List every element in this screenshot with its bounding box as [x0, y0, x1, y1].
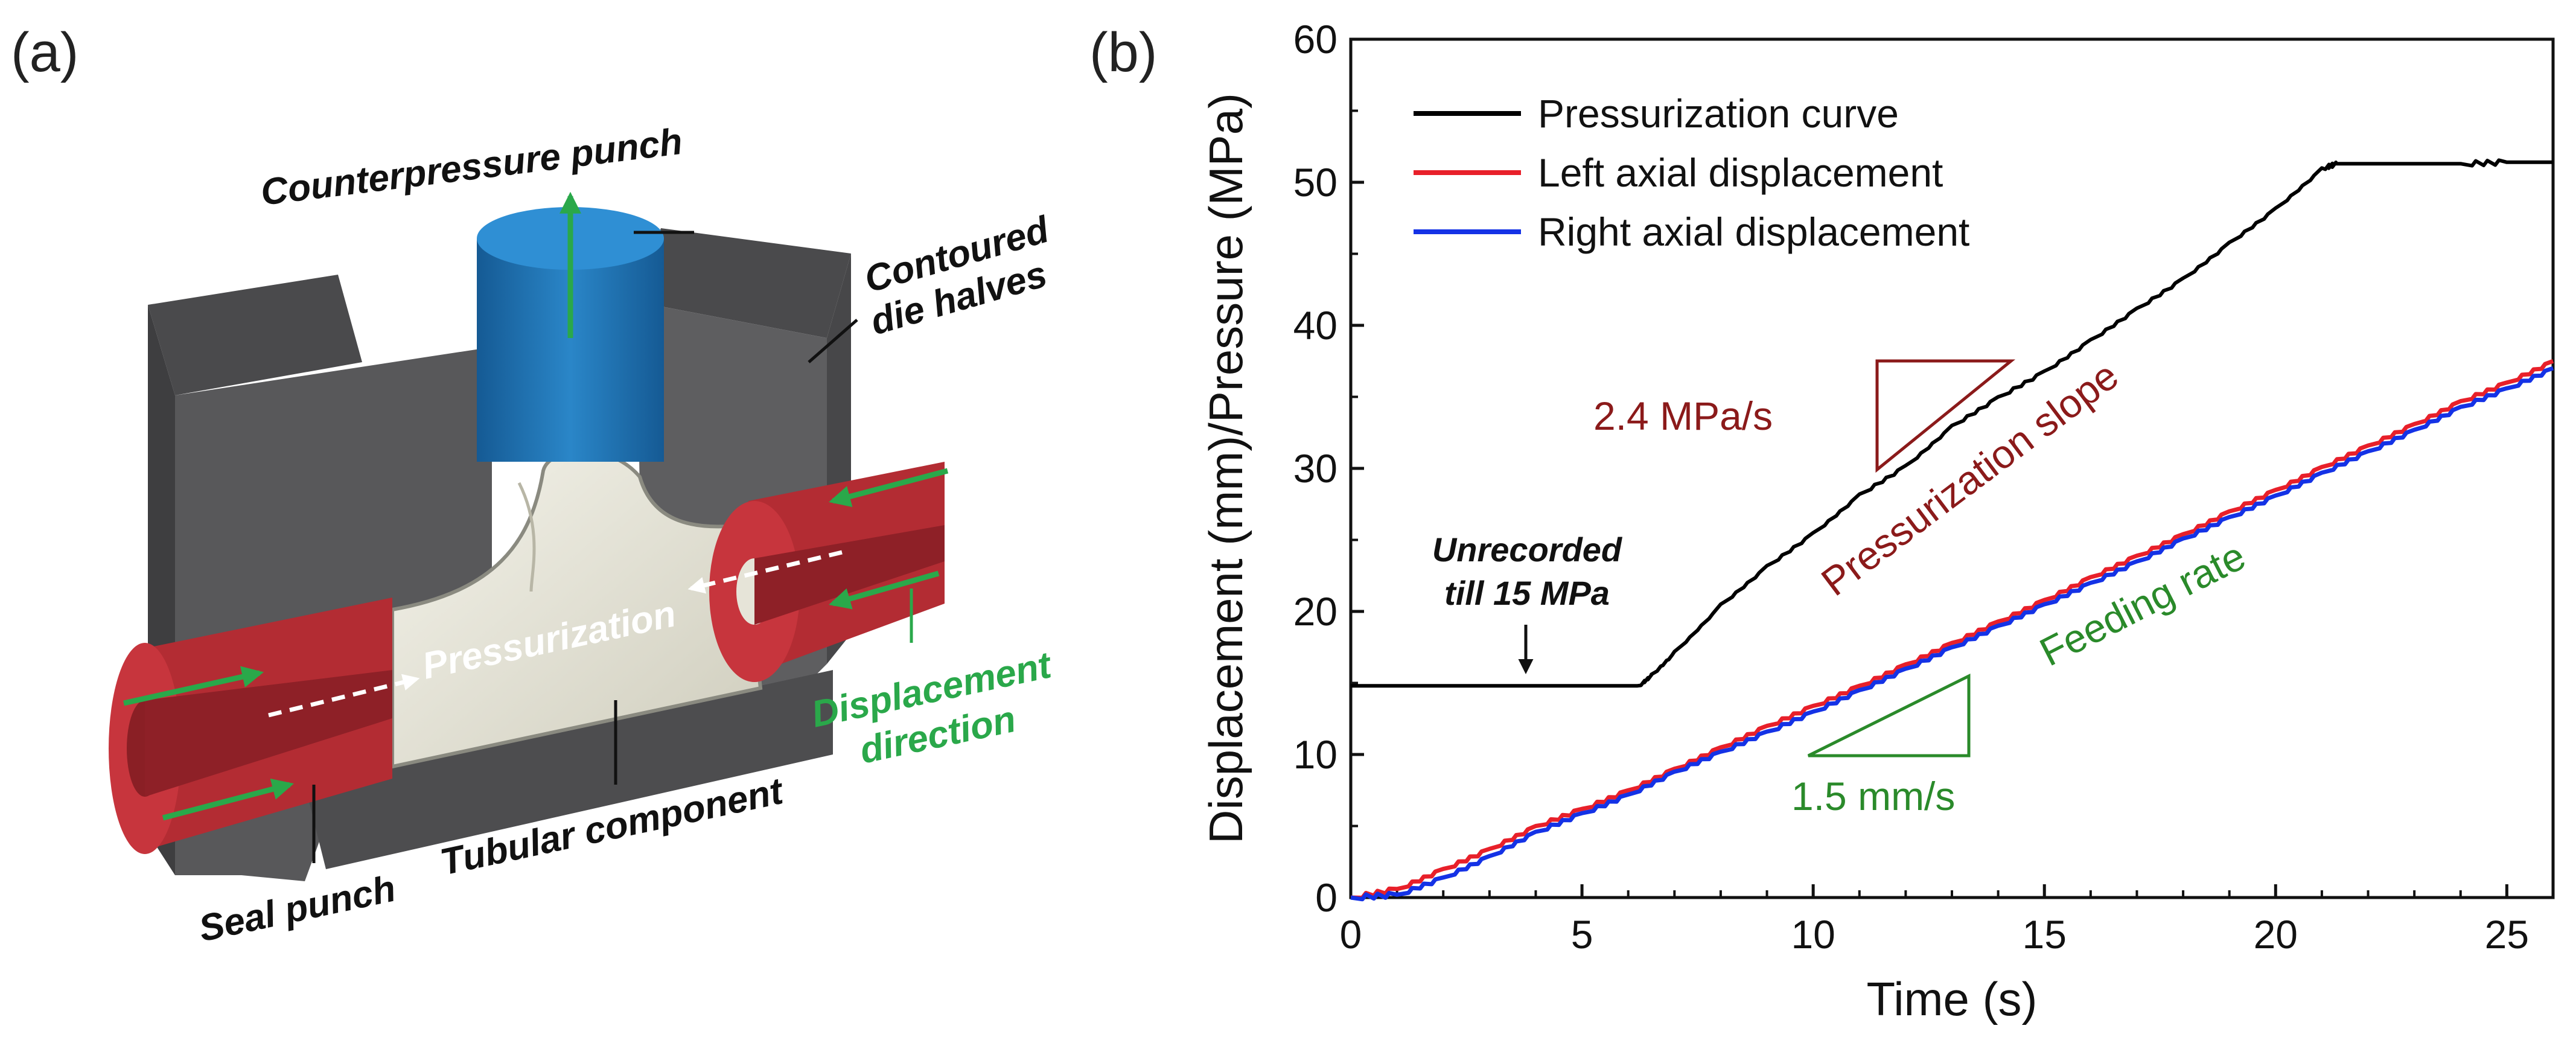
- displacement-arrow-left-bottom: [162, 778, 294, 821]
- plot-area: 0 5 10 15 20 25 0 10 20 30 40 50 60: [1293, 17, 2555, 957]
- panel-b-label: (b): [1089, 22, 1157, 83]
- annotations: 2.4 MPa/s Pressurization slope 1.5 mm/s …: [1432, 352, 2252, 818]
- pressurization-slope-label: Pressurization slope: [1813, 352, 2126, 604]
- pressurization-curve-line: [1351, 158, 2553, 688]
- y-tick-label: 0: [1315, 875, 1337, 920]
- x-axis-ticks: 0 5 10 15 20 25: [1340, 884, 2554, 957]
- feed-slope-triangle: [1807, 673, 1971, 758]
- right-axial-displacement-line: [1350, 366, 2554, 902]
- legend-label-left-displacement: Left axial displacement: [1538, 150, 1943, 195]
- legend: Pressurization curve Left axial displace…: [1414, 91, 1969, 254]
- die-assembly-illustration: [109, 191, 949, 881]
- feed-rate-label: 1.5 mm/s: [1791, 774, 1955, 818]
- pressure-slope-triangle: [1875, 359, 2016, 473]
- x-axis-title: Time (s): [1866, 972, 2037, 1025]
- left-axial-displacement-line: [1350, 359, 2554, 900]
- y-tick-label: 50: [1293, 160, 1337, 205]
- unrecorded-label-line1: Unrecorded: [1432, 531, 1623, 569]
- legend-label-right-displacement: Right axial displacement: [1538, 209, 1969, 254]
- leader-die: [808, 319, 858, 363]
- panel-a-label: (a): [11, 22, 78, 83]
- displacement-arrow-right-bottom: [829, 570, 940, 610]
- die-right-top-face: [637, 228, 851, 338]
- y-tick-label: 20: [1293, 589, 1337, 634]
- panel-a-schematic: (a): [11, 22, 1056, 950]
- pressure-rate-label: 2.4 MPa/s: [1593, 394, 1773, 438]
- y-tick-label: 40: [1293, 303, 1337, 348]
- x-tick-label: 5: [1571, 912, 1593, 957]
- x-tick-label: 25: [2485, 912, 2529, 957]
- unrecorded-label-line2: till 15 MPa: [1444, 574, 1610, 612]
- pressurization-arrow-left: [268, 674, 420, 718]
- y-tick-label: 60: [1293, 17, 1337, 62]
- x-tick-label: 0: [1340, 912, 1362, 957]
- x-tick-label: 20: [2254, 912, 2298, 957]
- die-left-top-face: [148, 275, 362, 395]
- y-axis-ticks: 0 10 20 30 40 50 60: [1293, 17, 1364, 920]
- die-lower-body: [305, 670, 833, 869]
- y-tick-label: 30: [1293, 446, 1337, 491]
- pressurization-arrow-right: [687, 550, 843, 594]
- series-layer: [1350, 158, 2554, 902]
- panel-b-chart: (b) 0 5 10 15 20 25 0 10 20 30 40 50 60 Time (s) Di…: [1089, 17, 2555, 1025]
- y-tick-label: 10: [1293, 732, 1337, 777]
- displacement-arrow-right-top: [829, 468, 949, 508]
- legend-label-pressurization: Pressurization curve: [1538, 91, 1899, 136]
- x-tick-label: 10: [1791, 912, 1835, 957]
- displacement-arrow-left-top: [123, 666, 264, 706]
- y-axis-title: Displacement (mm)/Pressure (MPa): [1199, 93, 1252, 844]
- x-tick-label: 15: [2023, 912, 2067, 957]
- label-counterpressure-punch: Counterpressure punch: [258, 121, 684, 214]
